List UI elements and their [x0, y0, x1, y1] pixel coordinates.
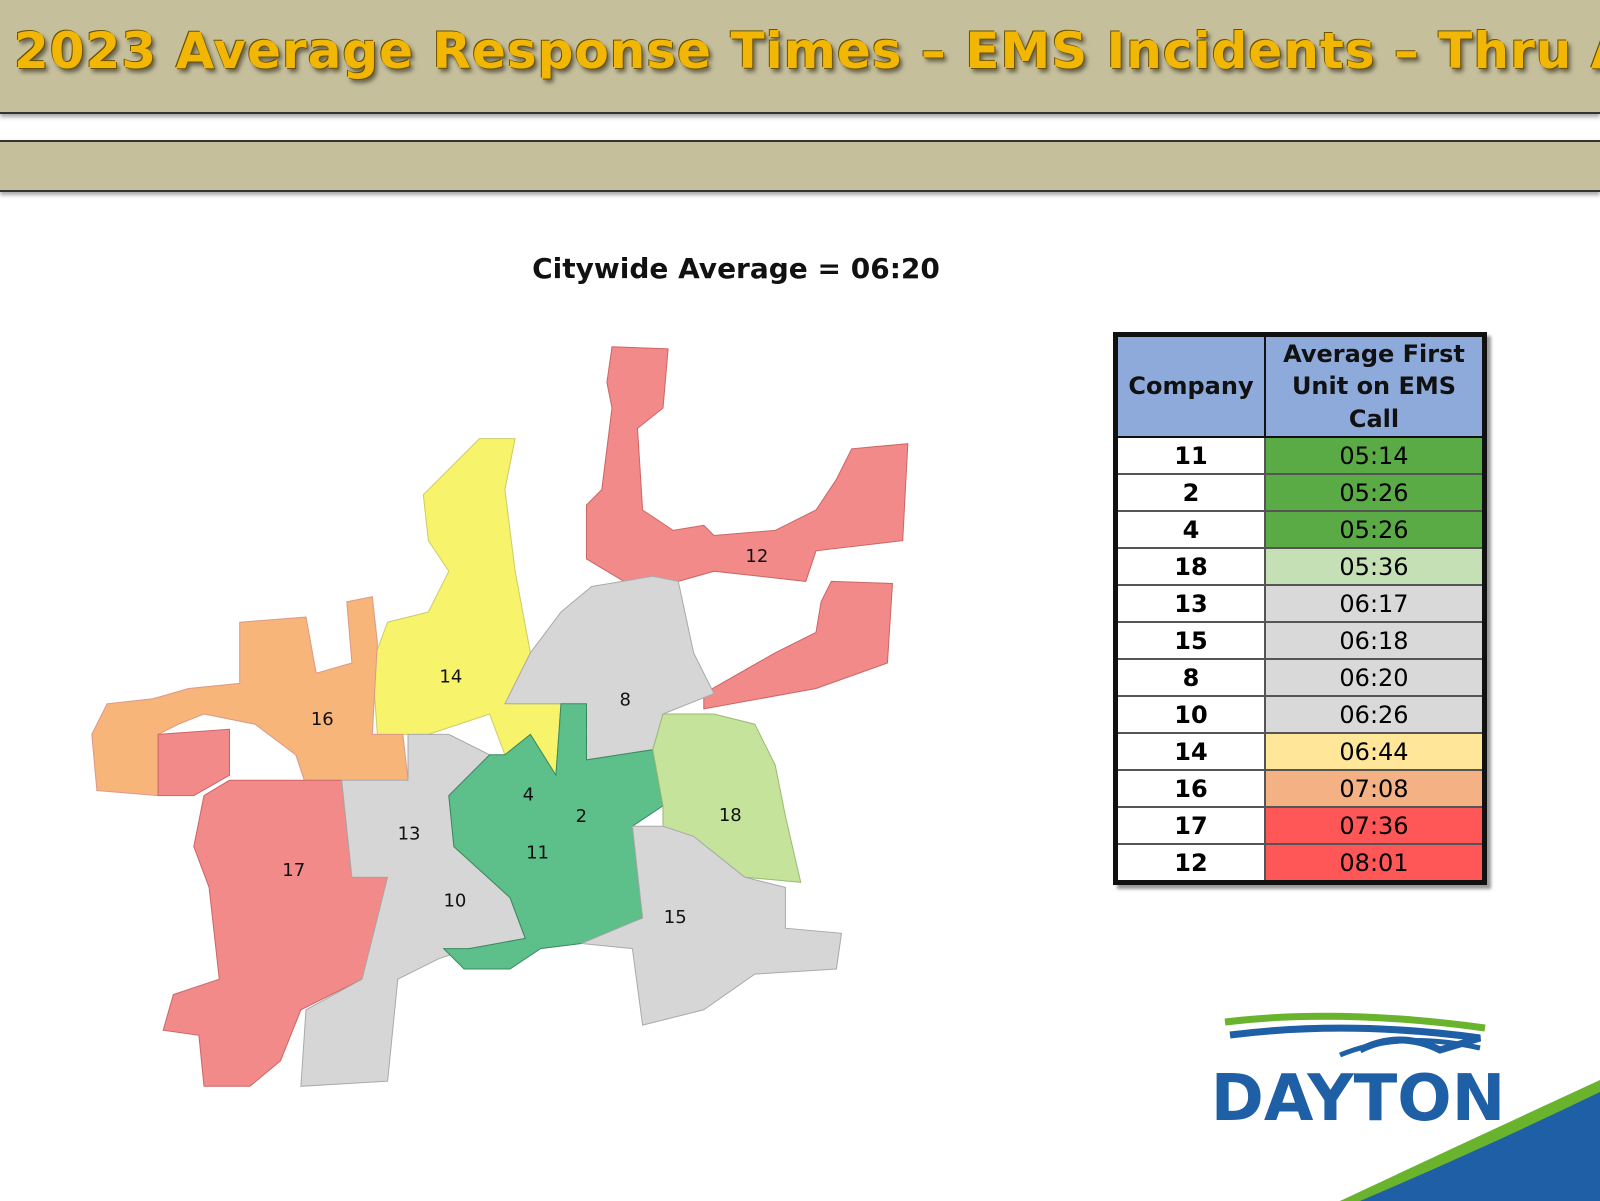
response-time: 05:14 — [1264, 436, 1486, 476]
company: 12 — [1114, 843, 1266, 884]
table-row: 18 05:36 — [1114, 547, 1486, 587]
district-label: 13 — [398, 823, 421, 844]
company: 10 — [1114, 695, 1266, 735]
response-time: 06:26 — [1264, 695, 1486, 735]
subtitle: Citywide Average = 06:20 — [532, 252, 940, 285]
table-row: 12 08:01 — [1114, 843, 1486, 884]
district-17-west — [157, 728, 231, 797]
company: 15 — [1114, 621, 1266, 661]
table-row: 16 07:08 — [1114, 769, 1486, 809]
table-row: 17 07:36 — [1114, 806, 1486, 846]
table-row: 8 06:20 — [1114, 658, 1486, 698]
sub-band — [0, 140, 1600, 192]
corner-swoosh — [1340, 1080, 1600, 1201]
district-18 — [652, 713, 802, 883]
response-time: 06:18 — [1264, 621, 1486, 661]
company: 13 — [1114, 584, 1266, 624]
logo: DAYTON — [1211, 1012, 1600, 1201]
district-label: 16 — [311, 709, 334, 730]
title: 2023 Average Response Times – EMS Incide… — [14, 22, 1600, 80]
logo-swoosh — [1339, 1038, 1481, 1058]
response-time: 06:20 — [1264, 658, 1486, 698]
company: 4 — [1114, 510, 1266, 550]
company: 2 — [1114, 473, 1266, 513]
table-row: 13 06:17 — [1114, 584, 1486, 624]
district-14 — [371, 438, 562, 777]
district-label: 18 — [719, 805, 742, 826]
response-time: 05:36 — [1264, 547, 1486, 587]
column-header: Average First Unit on EMS Call — [1264, 333, 1486, 439]
district-12 — [585, 346, 909, 588]
response-time: 05:26 — [1264, 510, 1486, 550]
district-label: 11 — [526, 843, 549, 864]
response-time: 06:17 — [1264, 584, 1486, 624]
district-label: 12 — [745, 546, 768, 567]
map-labels: 12 14 16 8 4 2 18 13 11 17 10 15 — [282, 546, 768, 928]
district-12-east — [703, 580, 894, 710]
logo-swoosh — [1229, 1024, 1482, 1054]
corner-swoosh — [1340, 1085, 1600, 1201]
table-row: 11 05:14 — [1114, 436, 1486, 476]
company: 18 — [1114, 547, 1266, 587]
district-16 — [91, 596, 409, 797]
table-row: 15 06:18 — [1114, 621, 1486, 661]
response-time: 05:26 — [1264, 473, 1486, 513]
company: 14 — [1114, 732, 1266, 772]
district-label: 14 — [439, 666, 462, 687]
table-row: 14 06:44 — [1114, 732, 1486, 772]
district-label: 8 — [620, 690, 631, 711]
response-time: 06:44 — [1264, 732, 1486, 772]
company: 17 — [1114, 806, 1266, 846]
map-regions — [91, 346, 909, 1087]
response-time: 08:01 — [1264, 843, 1486, 884]
header-band — [0, 0, 1600, 114]
district-label: 2 — [576, 806, 587, 827]
district-label: 15 — [664, 907, 687, 928]
table-row: 10 06:26 — [1114, 695, 1486, 735]
table-row: 2 05:26 — [1114, 473, 1486, 513]
logo-swoosh — [1224, 1012, 1486, 1032]
response-table: Company Average First Unit on EMS Call 1… — [1113, 332, 1487, 886]
column-header: Company — [1114, 333, 1266, 439]
response-time: 07:08 — [1264, 769, 1486, 809]
table-row: 4 05:26 — [1114, 510, 1486, 550]
table-body: 11 05:14 2 05:26 4 05:26 18 05:36 13 06:17 15 06:18… — [1114, 436, 1486, 884]
response-time: 07:36 — [1264, 806, 1486, 846]
company: 16 — [1114, 769, 1266, 809]
district-label: 17 — [282, 860, 305, 881]
company: 8 — [1114, 658, 1266, 698]
district-label: 4 — [523, 785, 534, 806]
logo-text: DAYTON — [1211, 1062, 1506, 1136]
company: 11 — [1114, 436, 1266, 476]
district-15 — [581, 825, 843, 1026]
district-label: 10 — [443, 891, 466, 912]
